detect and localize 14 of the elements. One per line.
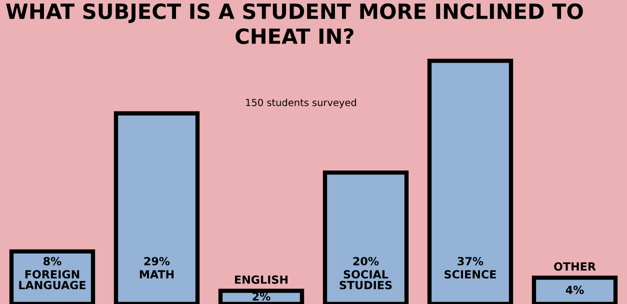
data-label: 37% <box>458 256 484 266</box>
x-tick-label: SCIENCE <box>444 270 496 279</box>
data-label: 8% <box>43 256 62 266</box>
text: 150 students surveyed <box>246 98 356 108</box>
chart-title: WHAT SUBJECT IS A STUDENT MORE INCLINED TO CHEAT IN? <box>6 3 583 44</box>
x-tick-label: FOREIGN LANGUAGE <box>19 270 86 290</box>
x-tick-label: OTHER <box>554 262 596 271</box>
data-label: 2% <box>252 292 270 301</box>
x-tick-label: MATH <box>140 270 174 278</box>
x-tick-label: ENGLISH <box>235 275 288 284</box>
x-tick-label: SOCIAL STUDIES <box>340 270 392 290</box>
data-label: 4% <box>566 286 584 294</box>
data-label: 20% <box>353 256 379 266</box>
data-label: 29% <box>144 256 170 266</box>
